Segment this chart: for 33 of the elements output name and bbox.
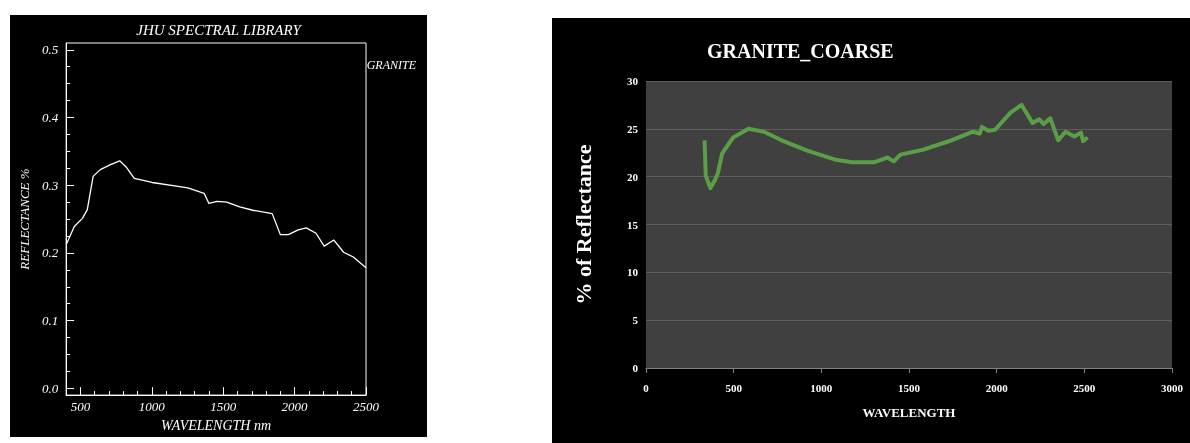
y-tick-label: 0.2 xyxy=(41,245,59,261)
x-tick-label: 1500 xyxy=(898,381,921,394)
y-tick-label: 30 xyxy=(627,75,639,87)
x-tick-label: 2000 xyxy=(281,399,309,415)
y-tick-label: 0.1 xyxy=(41,313,59,329)
y-tick-label: 0.4 xyxy=(41,109,59,125)
text: GRANITE xyxy=(366,58,417,72)
x-tick-label: 2000 xyxy=(985,381,1009,394)
x-tick-label: 0 xyxy=(643,381,650,394)
x-tick-label: 3000 xyxy=(1161,381,1184,394)
y-tick-label: 5 xyxy=(632,314,639,327)
y-tick-label: 0 xyxy=(632,362,639,374)
y-tick-label: 0.3 xyxy=(41,177,59,193)
x-tick-label: 1000 xyxy=(810,381,833,394)
chart-title: GRANITE_COARSE xyxy=(707,40,894,62)
chart-title: JHU SPECTRAL LIBRARY xyxy=(136,21,303,38)
x-tick-label: 2500 xyxy=(1073,381,1096,394)
line-series xyxy=(702,102,1090,191)
x-tick-label: 1000 xyxy=(138,399,166,415)
y-tick-label: 10 xyxy=(627,266,639,279)
y-tick-label: 0.0 xyxy=(41,380,59,396)
y-tick-label: 25 xyxy=(627,122,639,135)
x-axis-title: WAVELENGTH nm xyxy=(161,417,272,433)
y-axis-title: REFLECTANCE % xyxy=(17,168,32,271)
x-tick-label: 500 xyxy=(725,381,743,394)
y-tick-label: 0.5 xyxy=(41,42,59,58)
x-tick-label: 2500 xyxy=(353,399,380,415)
x-tick-label: 500 xyxy=(70,399,91,415)
x-axis-title: WAVELENGTH xyxy=(862,405,956,420)
y-tick-label: 20 xyxy=(627,170,639,183)
x-tick-label: 1500 xyxy=(210,399,237,415)
y-axis-title: % of Reflectance xyxy=(570,144,596,305)
y-tick-label: 15 xyxy=(627,218,639,231)
